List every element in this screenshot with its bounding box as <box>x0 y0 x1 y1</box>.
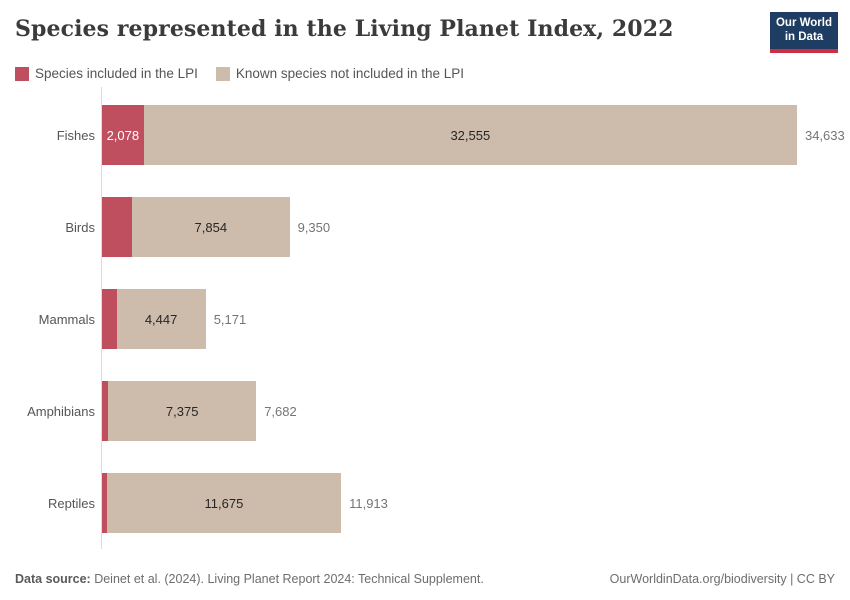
legend-item-label: Species included in the LPI <box>35 66 198 81</box>
legend: Species included in the LPI Known species… <box>15 66 835 81</box>
legend-item-label: Known species not included in the LPI <box>235 66 465 81</box>
bar-segment-included[interactable] <box>102 473 107 533</box>
legend-swatch <box>15 66 29 81</box>
bar-segment-included[interactable] <box>102 381 109 441</box>
chart-row: Birds 7,854 9,350 <box>15 197 835 257</box>
bar-total-label: 34,633 <box>804 127 845 143</box>
bar-segment-not-included[interactable]: 32,555 <box>143 105 797 165</box>
legend-item: Known species not included in the LPI <box>215 66 465 81</box>
data-source-text: Deinet et al. (2024). Living Planet Repo… <box>90 572 484 586</box>
bar-segment-included[interactable] <box>102 197 132 257</box>
chart-row: Fishes 2,078 32,555 34,633 <box>15 105 845 165</box>
category-label: Amphibians <box>27 403 95 419</box>
chart-rows: Fishes 2,078 32,555 34,633 Birds 7,854 9,350 Ma… <box>15 105 845 533</box>
legend-swatch <box>215 66 230 81</box>
owid-logo-line1: Our World <box>775 17 832 29</box>
bar-segment-not-included[interactable]: 4,447 <box>116 289 206 349</box>
footer: Data source: Deinet et al. (2024). Livin… <box>15 572 835 586</box>
category-label: Mammals <box>38 311 95 327</box>
bar-area: 4,447 5,171 <box>102 289 246 349</box>
owid-credit-link[interactable]: OurWorldinData.org/biodiversity | CC BY <box>609 572 835 586</box>
chart-row: Amphibians 7,375 7,682 <box>15 381 835 441</box>
bar-segment-not-included[interactable]: 7,854 <box>132 197 290 257</box>
bar-value-label-not-included: 4,447 <box>144 311 178 327</box>
bar-area: 2,078 32,555 34,633 <box>102 105 845 165</box>
legend-item: Species included in the LPI <box>15 66 198 81</box>
category-label: Reptiles <box>48 495 95 511</box>
bar-segment-included[interactable] <box>102 289 117 349</box>
chart-row: Mammals 4,447 5,171 <box>15 289 835 349</box>
y-axis-line <box>101 87 102 549</box>
bar-area: 11,675 11,913 <box>102 473 388 533</box>
bar-value-label-included: 2,078 <box>106 127 140 143</box>
page-title: Species represented in the Living Planet… <box>15 16 674 42</box>
chart-row: Reptiles 11,675 11,913 <box>15 473 835 533</box>
bar-total-label: 7,682 <box>264 403 297 419</box>
bar-total-label: 9,350 <box>297 219 331 235</box>
bar-segment-not-included[interactable]: 11,675 <box>106 473 342 533</box>
bar-value-label-not-included: 11,675 <box>204 495 244 511</box>
bar-area: 7,375 7,682 <box>102 381 297 441</box>
owid-logo-line2: in Data <box>784 30 824 43</box>
bar-segment-included[interactable]: 2,078 <box>102 105 144 165</box>
category-label: Fishes <box>56 127 95 143</box>
data-source-note: Data source: Deinet et al. (2024). Livin… <box>15 572 484 586</box>
category-label: Birds <box>65 219 95 235</box>
stacked-bar-chart: Fishes 2,078 32,555 34,633 Birds 7,854 9,350 Ma… <box>15 87 845 549</box>
owid-logo[interactable]: Our World in Data <box>770 12 838 53</box>
bar-segment-not-included[interactable]: 7,375 <box>108 381 257 441</box>
data-source-label: Data source: <box>15 572 91 586</box>
bar-value-label-not-included: 7,854 <box>194 219 228 235</box>
bar-total-label: 5,171 <box>213 311 247 327</box>
bar-value-label-not-included: 32,555 <box>450 127 491 143</box>
bar-area: 7,854 9,350 <box>102 197 330 257</box>
bar-value-label-not-included: 7,375 <box>165 403 199 419</box>
bar-total-label: 11,913 <box>349 495 388 511</box>
